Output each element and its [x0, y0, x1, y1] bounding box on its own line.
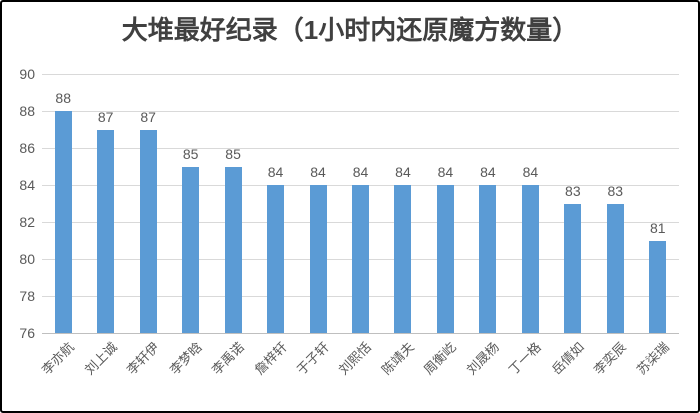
bar-value-label: 84	[267, 164, 284, 180]
x-axis-label: 于子轩	[293, 339, 332, 378]
y-axis-tick-label: 82	[19, 214, 35, 230]
bar	[139, 129, 157, 333]
bar-value-label: 84	[480, 164, 496, 180]
bar-value-label: 84	[437, 164, 454, 180]
bar	[54, 111, 72, 333]
bar	[267, 185, 285, 333]
bar	[97, 129, 115, 333]
bar	[394, 185, 412, 333]
bar-value-label: 81	[649, 219, 666, 236]
y-axis-tick-label: 90	[19, 66, 35, 82]
y-axis-tick-label: 80	[19, 251, 35, 267]
x-axis-label: 李梦晗	[166, 339, 205, 378]
bar-value-label: 84	[395, 164, 411, 180]
y-axis-tick-label: 86	[19, 140, 35, 156]
x-axis-label: 李亦航	[38, 339, 78, 378]
bar	[224, 166, 242, 333]
x-axis-label: 周衡屹	[421, 339, 460, 378]
x-axis-line	[42, 333, 679, 334]
x-axis-label: 丁一格	[506, 339, 545, 378]
bar	[182, 166, 200, 333]
x-axis-label: 岳倩如	[548, 339, 587, 378]
y-axis-tick-label: 78	[19, 288, 35, 304]
bar	[521, 185, 539, 333]
bar	[479, 185, 497, 333]
bar-value-label: 88	[55, 90, 71, 106]
x-axis-label: 刘上诚	[81, 339, 120, 378]
chart-title: 大堆最好纪录（1小时内还原魔方数量）	[121, 15, 579, 45]
x-axis-label: 李轩伊	[123, 339, 163, 378]
bar-value-label: 87	[97, 108, 114, 125]
bar	[606, 203, 624, 333]
bar-value-label: 83	[607, 182, 624, 199]
bar-value-label: 85	[225, 145, 241, 162]
x-axis-label: 李禹诺	[208, 339, 247, 378]
bar	[309, 185, 327, 333]
y-axis-tick-label: 84	[19, 177, 35, 193]
x-axis-label: 陈靖夫	[378, 339, 417, 378]
y-axis-tick-label: 88	[19, 103, 35, 119]
x-axis-label: 李奕辰	[591, 339, 630, 378]
x-axis-label: 詹梓轩	[251, 339, 290, 378]
gridline	[42, 148, 679, 149]
y-axis-tick-label: 76	[19, 325, 35, 341]
x-axis-label: 刘晟杨	[463, 339, 502, 378]
bar-value-label: 84	[352, 164, 369, 180]
gridline	[42, 74, 679, 75]
bar-value-label: 84	[310, 164, 326, 180]
bar	[352, 185, 369, 333]
bar	[564, 203, 582, 333]
bar-value-label: 84	[522, 164, 539, 180]
x-axis-label: 刘熙恬	[336, 339, 375, 378]
bar-value-label: 83	[565, 182, 581, 199]
gridline	[42, 111, 679, 112]
bar	[649, 240, 667, 333]
bar-value-label: 87	[140, 108, 156, 125]
bar	[436, 185, 454, 333]
x-axis-label: 苏柒瑞	[633, 339, 672, 378]
bar-value-label: 85	[182, 145, 199, 162]
